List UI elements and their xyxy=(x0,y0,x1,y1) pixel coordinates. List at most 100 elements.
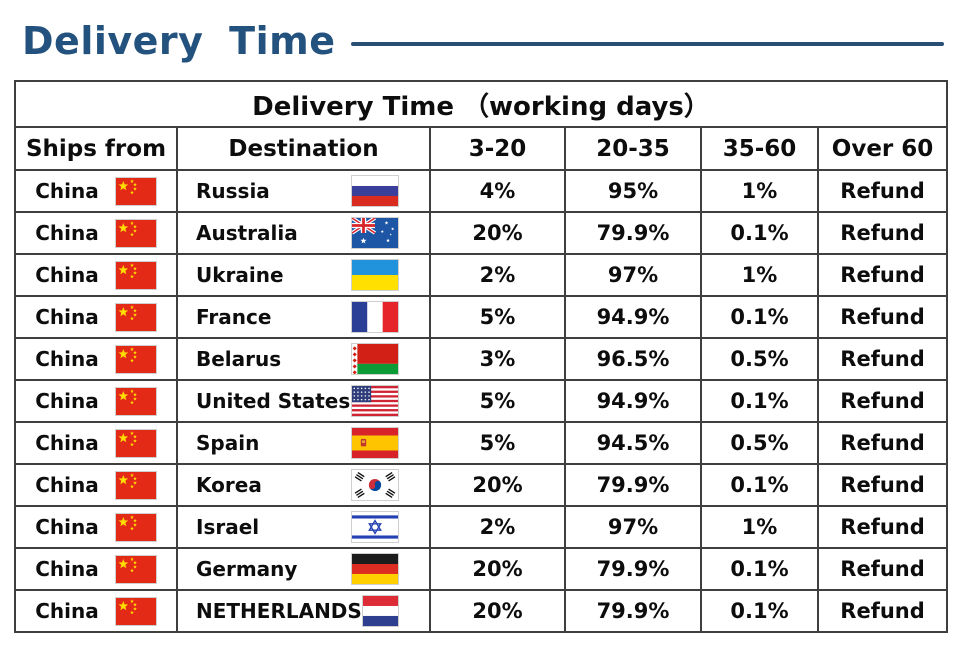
destination-cell: Spain xyxy=(176,421,431,465)
ships-from-cell: China xyxy=(14,379,178,423)
flag-russia-icon xyxy=(351,175,399,207)
destination-cell: France xyxy=(176,295,431,339)
pct-35-60-cell: 0.5% xyxy=(700,421,819,465)
destination-cell: Korea xyxy=(176,463,431,507)
column-header-destination: Destination xyxy=(176,126,431,171)
ships-from-cell: China xyxy=(14,421,178,465)
destination-label: Germany xyxy=(196,557,298,581)
pct-35-60-cell: 1% xyxy=(700,253,819,297)
over-60-cell: Refund xyxy=(816,337,949,381)
ships-from-label: China xyxy=(35,599,99,623)
pct-3-20-cell: 2% xyxy=(429,505,566,549)
flag-china-icon xyxy=(114,554,157,584)
flag-united-states-icon xyxy=(351,385,399,417)
flag-china-icon xyxy=(114,386,157,416)
destination-label: Israel xyxy=(196,515,260,539)
table-row: China Korea 20% 79.9% 0.1% Refund xyxy=(14,463,949,507)
pct-20-35-cell: 95% xyxy=(564,169,702,213)
ships-from-cell: China xyxy=(14,295,178,339)
pct-35-60-cell: 0.1% xyxy=(700,547,819,591)
pct-20-35-cell: 97% xyxy=(564,505,702,549)
destination-label: Belarus xyxy=(196,347,282,371)
ships-from-label: China xyxy=(35,179,99,203)
flag-germany-icon xyxy=(351,553,399,585)
pct-3-20-cell: 20% xyxy=(429,463,566,507)
column-header-ships-from: Ships from xyxy=(14,126,178,171)
over-60-cell: Refund xyxy=(816,421,949,465)
destination-cell: United States xyxy=(176,379,431,423)
destination-cell: Ukraine xyxy=(176,253,431,297)
flag-israel-icon xyxy=(351,511,399,543)
ships-from-cell: China xyxy=(14,337,178,381)
table-row: China Israel 2% 97% 1% Refund xyxy=(14,505,949,549)
title-rule xyxy=(351,42,944,46)
ships-from-cell: China xyxy=(14,253,178,297)
column-header-35-60: 35-60 xyxy=(700,126,819,171)
over-60-cell: Refund xyxy=(816,253,949,297)
flag-spain-icon xyxy=(351,427,399,459)
pct-20-35-cell: 94.9% xyxy=(564,295,702,339)
column-header-over-60: Over 60 xyxy=(816,126,949,171)
flag-australia-icon xyxy=(351,217,399,249)
pct-3-20-cell: 20% xyxy=(429,589,566,633)
pct-20-35-cell: 79.9% xyxy=(564,589,702,633)
pct-35-60-cell: 0.1% xyxy=(700,379,819,423)
ships-from-label: China xyxy=(35,389,99,413)
pct-3-20-cell: 2% xyxy=(429,253,566,297)
pct-3-20-cell: 4% xyxy=(429,169,566,213)
ships-from-cell: China xyxy=(14,505,178,549)
flag-korea-icon xyxy=(351,469,399,501)
flag-china-icon xyxy=(114,428,157,458)
destination-label: France xyxy=(196,305,272,329)
flag-china-icon xyxy=(114,512,157,542)
pct-3-20-cell: 5% xyxy=(429,421,566,465)
column-header-row: Ships from Destination 3-20 20-35 35-60 Over … xyxy=(14,126,949,171)
flag-china-icon xyxy=(114,176,157,206)
column-header-20-35: 20-35 xyxy=(564,126,702,171)
ships-from-label: China xyxy=(35,515,99,539)
flag-china-icon xyxy=(114,302,157,332)
flag-belarus-icon xyxy=(351,343,399,375)
destination-cell: Germany xyxy=(176,547,431,591)
pct-35-60-cell: 1% xyxy=(700,505,819,549)
table-row: China Spain 5% 94.5% 0.5% Refund xyxy=(14,421,949,465)
table-row: China France 5% 94.9% 0.1% Refund xyxy=(14,295,949,339)
destination-cell: Russia xyxy=(176,169,431,213)
pct-20-35-cell: 79.9% xyxy=(564,211,702,255)
pct-3-20-cell: 5% xyxy=(429,379,566,423)
pct-20-35-cell: 79.9% xyxy=(564,463,702,507)
over-60-cell: Refund xyxy=(816,589,949,633)
ships-from-label: China xyxy=(35,347,99,371)
destination-cell: Belarus xyxy=(176,337,431,381)
ships-from-label: China xyxy=(35,305,99,329)
destination-label: Korea xyxy=(196,473,262,497)
column-header-3-20: 3-20 xyxy=(429,126,566,171)
flag-ukraine-icon xyxy=(351,259,399,291)
ships-from-cell: China xyxy=(14,547,178,591)
flag-netherlands-icon xyxy=(361,595,399,627)
destination-cell: Australia xyxy=(176,211,431,255)
table-row: China Australia 20% 79.9% 0.1% Refund xyxy=(14,211,949,255)
pct-20-35-cell: 96.5% xyxy=(564,337,702,381)
table-row: China Belarus 3% 96.5% 0.5% Refund xyxy=(14,337,949,381)
over-60-cell: Refund xyxy=(816,379,949,423)
destination-cell: Israel xyxy=(176,505,431,549)
flag-china-icon xyxy=(114,260,157,290)
ships-from-cell: China xyxy=(14,211,178,255)
destination-cell: NETHERLANDS xyxy=(176,589,431,633)
over-60-cell: Refund xyxy=(816,211,949,255)
table-row: China Ukraine 2% 97% 1% Refund xyxy=(14,253,949,297)
table-row: China NETHERLANDS 20% 79.9% 0.1% Refund xyxy=(14,589,949,633)
page: Delivery Time Delivery Time （working day… xyxy=(13,19,949,633)
over-60-cell: Refund xyxy=(816,169,949,213)
pct-35-60-cell: 0.1% xyxy=(700,295,819,339)
pct-20-35-cell: 97% xyxy=(564,253,702,297)
pct-35-60-cell: 0.5% xyxy=(700,337,819,381)
pct-3-20-cell: 20% xyxy=(429,547,566,591)
ships-from-cell: China xyxy=(14,169,178,213)
pct-20-35-cell: 79.9% xyxy=(564,547,702,591)
ships-from-cell: China xyxy=(14,463,178,507)
page-title: Delivery Time xyxy=(22,19,336,63)
over-60-cell: Refund xyxy=(816,505,949,549)
ships-from-label: China xyxy=(35,221,99,245)
